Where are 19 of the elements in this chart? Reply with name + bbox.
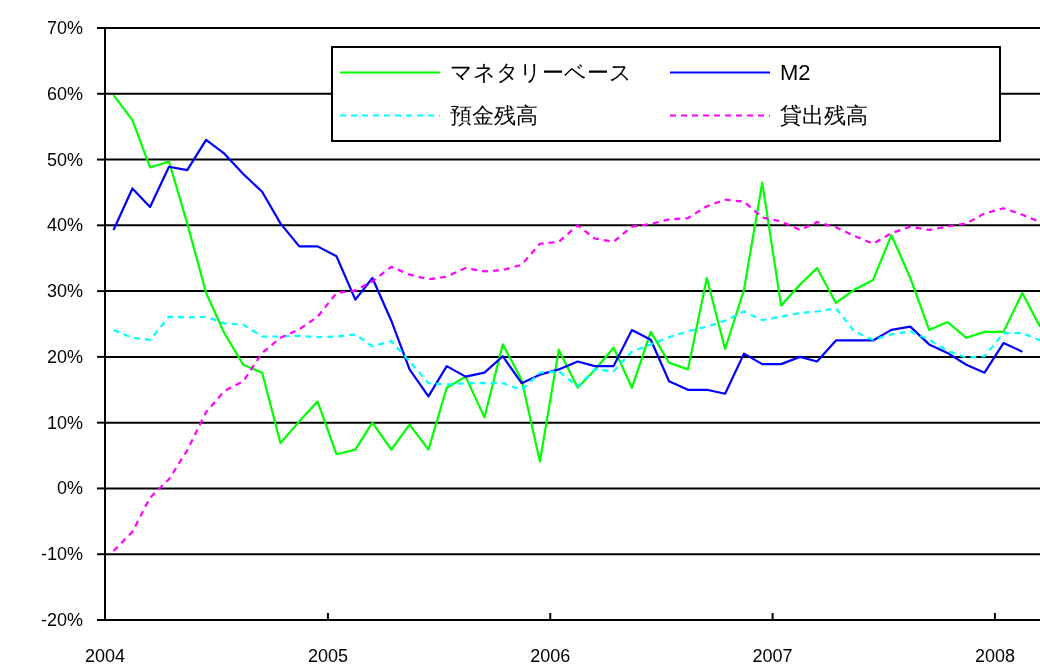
ytick-label: 20% bbox=[46, 346, 83, 367]
ytick-label: -10% bbox=[40, 544, 83, 565]
ytick-label: 60% bbox=[46, 83, 83, 104]
legend-label: 貸出残高 bbox=[780, 103, 868, 128]
ytick-label: 0% bbox=[57, 478, 83, 499]
legend-label: マネタリーベース bbox=[450, 60, 632, 85]
xtick-label: 2007 bbox=[752, 646, 793, 666]
ytick-label: 70% bbox=[46, 18, 83, 38]
legend-label: M2 bbox=[780, 60, 811, 85]
ytick-label: -20% bbox=[40, 610, 83, 630]
ytick-label: 30% bbox=[46, 281, 83, 302]
xtick-label: 2005 bbox=[307, 646, 348, 666]
ytick-label: 50% bbox=[46, 149, 83, 170]
ytick-label: 10% bbox=[46, 412, 83, 433]
ytick-label: 40% bbox=[46, 215, 83, 236]
xtick-label: 2006 bbox=[530, 646, 571, 666]
xtick-label: 2008 bbox=[974, 646, 1015, 666]
legend-label: 預金残高 bbox=[450, 103, 538, 128]
xtick-label: 2004 bbox=[85, 646, 125, 666]
